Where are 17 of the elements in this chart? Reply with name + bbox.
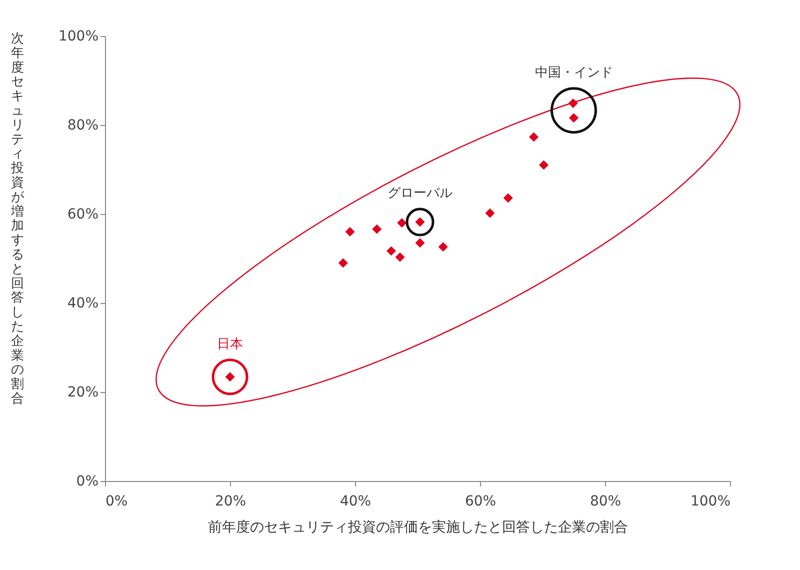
y-tick-label: 60% <box>67 206 98 222</box>
text: 次年度セキュリティ投資が増加すると回答した企業の割合 <box>11 32 24 406</box>
y-tick-label: 40% <box>67 296 98 312</box>
x-tick-label: 40% <box>340 494 372 510</box>
x-tick-label: 20% <box>214 494 246 510</box>
x-axis-title: 前年度のセキュリティ投資の評価を実施したと回答した企業の割合 <box>208 520 628 536</box>
x-tick-label: 100% <box>690 494 730 510</box>
x-tick-label: 80% <box>590 494 622 510</box>
y-tick-label: 0% <box>76 474 98 490</box>
annotation: グローバル <box>388 186 452 202</box>
annotation: 日本 <box>217 336 243 352</box>
y-tick-label: 80% <box>67 118 98 134</box>
y-tick-label: 20% <box>67 384 98 400</box>
y-tick-label: 100% <box>58 28 98 44</box>
x-tick-label: 60% <box>464 494 496 510</box>
annotation: 中国・インド <box>534 65 613 80</box>
x-tick-label: 0% <box>106 494 128 510</box>
